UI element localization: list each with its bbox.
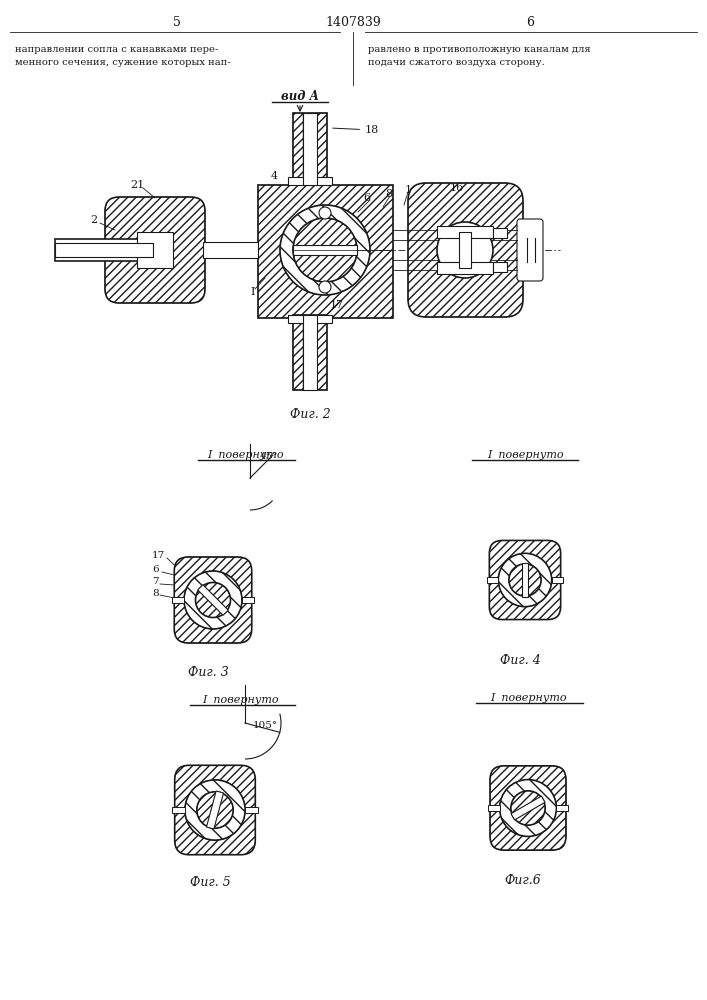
Circle shape — [197, 792, 233, 828]
Circle shape — [280, 205, 370, 295]
Text: вид А: вид А — [281, 91, 319, 104]
Text: 1: 1 — [405, 185, 412, 195]
Bar — [493, 228, 507, 238]
FancyBboxPatch shape — [105, 197, 205, 303]
Text: 6: 6 — [152, 566, 158, 574]
Text: 8: 8 — [385, 189, 392, 199]
Circle shape — [185, 780, 245, 840]
Circle shape — [500, 780, 556, 836]
Circle shape — [509, 564, 541, 596]
Circle shape — [437, 222, 493, 278]
Text: I  повернуто: I повернуто — [490, 693, 566, 703]
FancyBboxPatch shape — [490, 766, 566, 850]
Bar — [317, 315, 327, 390]
Text: 2: 2 — [90, 215, 97, 225]
Bar — [522, 563, 528, 597]
Bar — [303, 315, 317, 390]
Text: I  повернуто: I повернуто — [201, 695, 279, 705]
Bar — [317, 113, 327, 185]
Bar — [293, 113, 327, 185]
Text: 17: 17 — [330, 300, 344, 310]
Bar — [303, 113, 317, 185]
Bar — [437, 226, 493, 238]
Text: 8: 8 — [152, 589, 158, 598]
Bar — [288, 177, 332, 185]
Text: 17: 17 — [152, 552, 165, 560]
Text: Фиг. 2: Фиг. 2 — [290, 408, 330, 422]
Bar — [258, 185, 393, 318]
Bar — [527, 238, 535, 262]
Bar — [293, 113, 303, 185]
Text: 7: 7 — [152, 578, 158, 586]
Text: подачи сжатого воздуха сторону.: подачи сжатого воздуха сторону. — [368, 58, 545, 67]
Circle shape — [319, 281, 331, 293]
Text: Фиг. 3: Фиг. 3 — [187, 666, 228, 680]
Bar — [55, 243, 153, 257]
Circle shape — [196, 582, 230, 617]
Text: 18: 18 — [333, 125, 379, 135]
Bar — [551, 577, 563, 583]
Text: направлении сопла с канавками пере-: направлении сопла с канавками пере- — [15, 45, 218, 54]
Text: Фиг.6: Фиг.6 — [505, 874, 542, 886]
Bar — [293, 245, 357, 255]
Text: менного сечения, сужение которых нап-: менного сечения, сужение которых нап- — [15, 58, 230, 67]
Bar — [488, 805, 500, 811]
FancyBboxPatch shape — [174, 557, 252, 643]
Bar — [206, 791, 223, 829]
Bar — [242, 597, 255, 603]
Bar — [288, 315, 332, 323]
Bar — [293, 315, 327, 390]
Circle shape — [184, 571, 242, 629]
Bar — [437, 262, 493, 274]
Bar — [137, 232, 173, 268]
Bar — [172, 597, 184, 603]
Bar — [203, 242, 258, 258]
Bar — [55, 239, 153, 261]
FancyBboxPatch shape — [408, 183, 523, 317]
Circle shape — [511, 791, 545, 825]
Bar — [493, 262, 507, 272]
Bar — [173, 807, 185, 813]
Text: I  повернуто: I повернуто — [486, 450, 563, 460]
Bar — [487, 577, 498, 583]
Text: Фиг. 4: Фиг. 4 — [500, 654, 540, 666]
Text: 45°: 45° — [260, 452, 279, 461]
Text: 105°: 105° — [253, 721, 278, 730]
Text: 1407839: 1407839 — [325, 15, 381, 28]
Circle shape — [293, 218, 357, 282]
Bar — [293, 315, 303, 390]
Bar — [556, 805, 568, 811]
Bar — [459, 232, 471, 268]
Bar — [511, 796, 545, 820]
Text: 21: 21 — [130, 180, 144, 190]
Circle shape — [319, 207, 331, 219]
Text: равлено в противоположную каналам для: равлено в противоположную каналам для — [368, 45, 590, 54]
Text: 6: 6 — [526, 15, 534, 28]
Text: I: I — [250, 287, 255, 297]
Text: 6: 6 — [363, 193, 370, 203]
FancyBboxPatch shape — [175, 765, 255, 855]
Bar — [258, 185, 393, 318]
Bar — [198, 585, 228, 615]
Text: I  повернуто: I повернуто — [206, 450, 284, 460]
FancyBboxPatch shape — [517, 219, 543, 281]
Text: Фиг. 5: Фиг. 5 — [189, 876, 230, 888]
Text: 4: 4 — [271, 171, 278, 181]
Text: 5: 5 — [173, 15, 181, 28]
Circle shape — [498, 553, 551, 607]
Bar — [245, 807, 258, 813]
FancyBboxPatch shape — [489, 540, 561, 620]
Text: 16: 16 — [450, 183, 464, 193]
